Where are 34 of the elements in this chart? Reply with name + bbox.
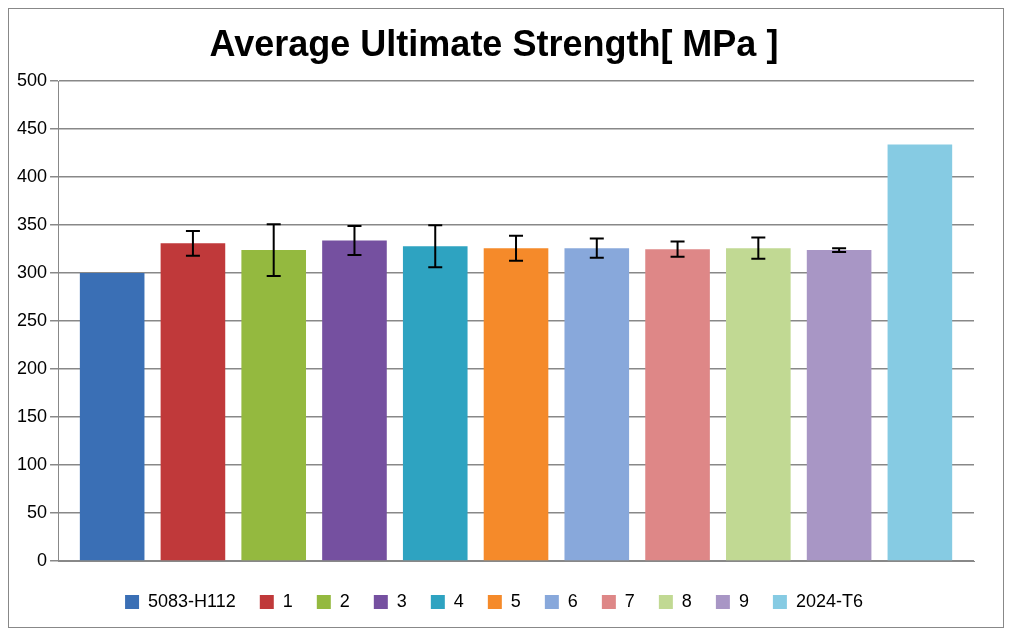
y-tick-label: 100 [16, 454, 48, 475]
bar [564, 248, 630, 561]
legend-label: 5083-H112 [148, 590, 236, 611]
legend-label: 7 [624, 590, 635, 611]
legend-label: 4 [453, 590, 464, 611]
legend-label: 2 [339, 590, 350, 611]
legend-label: 8 [681, 590, 692, 611]
legend-label: 1 [282, 590, 293, 611]
y-tick-label: 300 [16, 262, 48, 283]
legend-label: 6 [567, 590, 578, 611]
legend-label: 9 [738, 590, 749, 611]
bar [726, 248, 791, 561]
legend-label: 3 [396, 590, 407, 611]
bar [241, 250, 307, 561]
y-tick-label: 0 [37, 549, 48, 570]
bar [887, 144, 953, 561]
bar [483, 248, 549, 561]
y-tick-label: 200 [16, 358, 48, 379]
bar [322, 240, 387, 561]
legend-label: 5 [510, 590, 521, 611]
legend-label: 2024-T6 [795, 590, 863, 611]
chart-title: Average Ultimate Strength[ MPa ] [209, 22, 779, 64]
bar [806, 250, 872, 561]
y-tick-label: 350 [16, 214, 48, 235]
bar [645, 249, 710, 561]
bar [160, 243, 226, 561]
y-tick-label: 450 [16, 118, 48, 139]
y-tick-label: 150 [16, 406, 48, 427]
y-tick-label: 500 [16, 70, 48, 91]
bar [402, 246, 468, 561]
y-tick-label: 250 [16, 310, 48, 331]
y-tick-label: 50 [27, 501, 48, 522]
y-tick-label: 400 [16, 166, 48, 187]
bar [79, 273, 145, 561]
